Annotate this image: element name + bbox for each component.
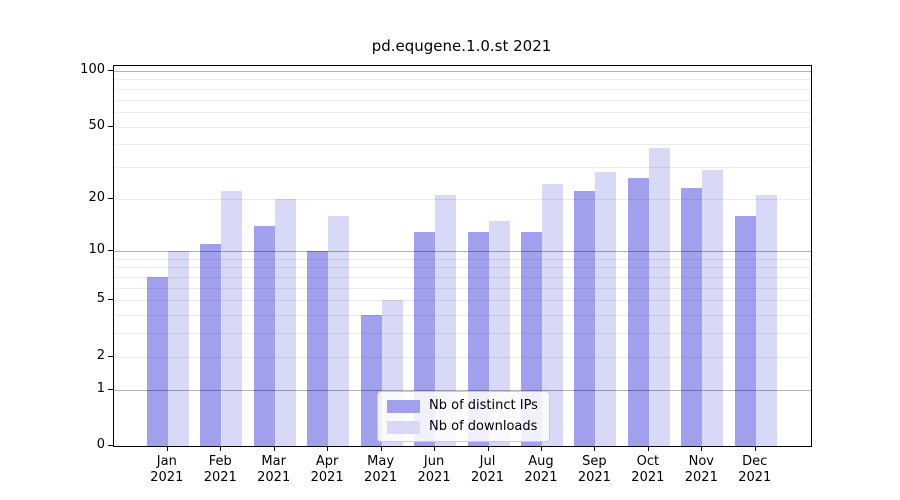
gridline-minor-40 <box>114 144 811 146</box>
y-tick-mark-100 <box>108 70 113 71</box>
gridline-minor-30 <box>114 166 811 168</box>
y-tick-label-1: 1 <box>96 380 105 396</box>
y-tick-mark-0 <box>108 445 113 446</box>
bar-downloads-mar <box>274 198 296 446</box>
gridline-minor-8 <box>114 267 811 269</box>
y-tick-label-50: 50 <box>88 117 105 133</box>
x-tick-mark-apr <box>327 447 329 451</box>
y-tick-mark-5 <box>108 299 113 301</box>
bar-downloads-apr <box>328 215 350 446</box>
x-tick-mark-aug <box>540 447 542 451</box>
x-tick-label-feb: Feb 2021 <box>203 454 237 485</box>
x-tick-label-apr: Apr 2021 <box>310 454 344 485</box>
gridline-major-10 <box>114 251 811 253</box>
x-tick-label-aug: Aug 2021 <box>524 454 558 485</box>
x-tick-label-jul: Jul 2021 <box>470 454 505 485</box>
y-tick-mark-2 <box>108 355 113 357</box>
bar-distinct-ips-may <box>360 315 382 446</box>
x-tick-label-sep: Sep 2021 <box>577 454 611 485</box>
gridline-minor-9 <box>114 258 811 260</box>
gridline-major-1 <box>114 389 811 391</box>
x-tick-mark-jun <box>434 447 436 451</box>
legend-item-downloads: Nb of downloads <box>387 418 538 436</box>
y-tick-label-0: 0 <box>96 437 105 452</box>
x-tick-mark-jul <box>487 447 489 451</box>
bar-downloads-oct <box>648 148 670 446</box>
x-tick-mark-may <box>380 447 382 451</box>
y-tick-label-20: 20 <box>88 189 105 205</box>
gridline-minor-5 <box>114 300 811 302</box>
x-tick-label-nov: Nov 2021 <box>684 454 718 485</box>
y-tick-label-2: 2 <box>96 347 105 363</box>
bar-distinct-ips-dec <box>734 215 756 446</box>
bar-downloads-dec <box>755 194 777 446</box>
y-tick-label-5: 5 <box>96 291 105 307</box>
gridline-minor-70 <box>114 99 811 101</box>
legend-label-distinct-ips: Nb of distinct IPs <box>429 398 538 413</box>
gridline-minor-60 <box>114 111 811 113</box>
gridline-minor-20 <box>114 198 811 200</box>
legend-swatch-distinct-ips <box>387 399 420 413</box>
bar-downloads-sep <box>595 172 617 446</box>
x-tick-mark-dec <box>754 447 756 451</box>
x-tick-label-jun: Jun 2021 <box>417 454 451 485</box>
y-tick-mark-20 <box>108 197 113 199</box>
gridline-minor-7 <box>114 277 811 279</box>
gridline-major-100 <box>114 71 811 72</box>
x-tick-label-jan: Jan 2021 <box>150 454 184 485</box>
bar-downloads-nov <box>702 169 724 446</box>
y-tick-label-10: 10 <box>88 242 105 258</box>
x-tick-label-dec: Dec 2021 <box>738 454 772 485</box>
x-tick-mark-nov <box>701 447 703 451</box>
legend-swatch-downloads <box>387 420 420 434</box>
x-tick-mark-feb <box>220 447 222 451</box>
bar-distinct-ips-sep <box>574 191 596 446</box>
chart-title: pd.equgene.1.0.st 2021 <box>371 37 552 55</box>
x-tick-mark-jan <box>166 447 168 451</box>
bar-distinct-ips-mar <box>253 225 275 446</box>
x-tick-label-oct: Oct 2021 <box>631 454 665 485</box>
y-tick-mark-50 <box>108 125 113 127</box>
legend: Nb of distinct IPs Nb of downloads <box>377 391 550 442</box>
x-tick-mark-oct <box>647 447 649 451</box>
y-tick-label-100: 100 <box>80 62 105 77</box>
x-tick-label-may: May 2021 <box>364 454 398 485</box>
bar-distinct-ips-feb <box>200 244 222 446</box>
gridline-minor-50 <box>114 126 811 128</box>
x-tick-mark-mar <box>273 447 275 451</box>
bar-downloads-jan <box>167 251 189 446</box>
x-tick-mark-sep <box>594 447 596 451</box>
y-tick-mark-10 <box>108 250 113 252</box>
gridline-minor-90 <box>114 79 811 81</box>
plot-area <box>113 65 812 447</box>
gridline-minor-6 <box>114 287 811 289</box>
gridline-minor-2 <box>114 356 811 358</box>
x-tick-label-mar: Mar 2021 <box>257 454 291 485</box>
bar-distinct-ips-oct <box>627 178 649 446</box>
bar-downloads-aug <box>541 184 563 446</box>
bar-downloads-jul <box>488 220 510 446</box>
y-tick-mark-1 <box>108 388 113 390</box>
gridline-minor-3 <box>114 333 811 335</box>
gridline-minor-4 <box>114 315 811 317</box>
bar-downloads-jun <box>435 194 457 446</box>
legend-item-distinct-ips: Nb of distinct IPs <box>387 397 538 415</box>
gridline-minor-80 <box>114 88 811 90</box>
bar-distinct-ips-jan <box>146 277 168 446</box>
bar-distinct-ips-nov <box>681 187 703 446</box>
bar-distinct-ips-apr <box>307 251 329 446</box>
bar-downloads-feb <box>221 191 243 446</box>
legend-label-downloads: Nb of downloads <box>429 419 538 434</box>
